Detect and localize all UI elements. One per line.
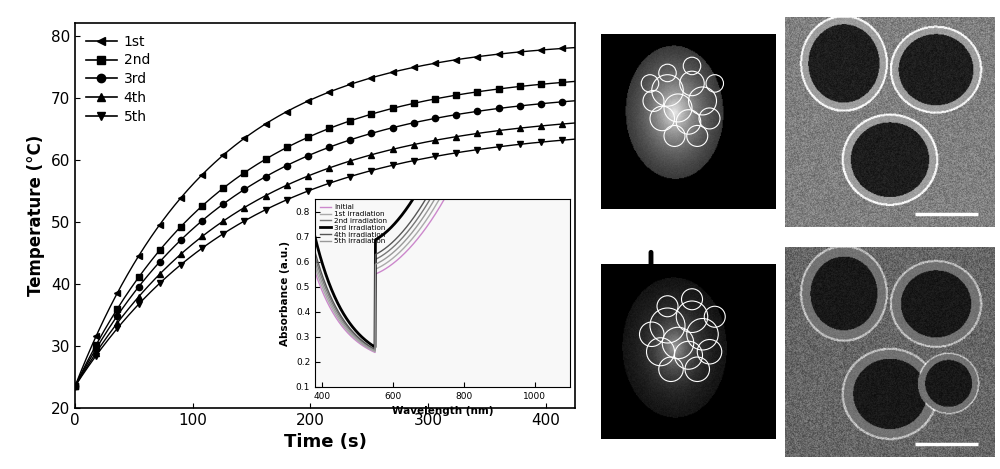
X-axis label: Wavelength (nm): Wavelength (nm) (392, 406, 493, 416)
Line: 1st irradiation: 1st irradiation (315, 0, 570, 352)
Y-axis label: Temperature (°C): Temperature (°C) (27, 135, 45, 296)
4th irradiation (375, 249, 387, 254)
Initial (369, 350, 381, 356)
Legend: Initial, 1st irradiation, 2nd irradiation, 3rd irradiation, 4th irradiation, 5th: Initial, 1st irradiation, 2nd irradiatio… (319, 203, 388, 246)
Initial (375, 269, 387, 274)
3rd irradiation (460, 76, 472, 82)
1st irradiation (354, 340, 366, 346)
2nd irradiation (460, 121, 472, 126)
1st irradiation (369, 349, 381, 355)
5th irradiation (480, 76, 492, 82)
1st irradiation (425, 211, 437, 216)
2nd irradiation (425, 195, 437, 201)
2nd irradiation (309, 254, 321, 260)
Initial (309, 269, 321, 275)
4th irradiation (369, 347, 381, 352)
2nd irradiation (369, 348, 381, 353)
4th irradiation (460, 109, 472, 115)
Line: 5th irradiation: 5th irradiation (315, 0, 570, 351)
5th irradiation (354, 339, 366, 344)
Initial (460, 154, 472, 159)
3rd irradiation (425, 165, 437, 170)
4th irradiation (309, 249, 321, 255)
1st irradiation (309, 264, 321, 270)
3rd irradiation (480, 7, 492, 13)
Line: 2nd irradiation: 2nd irradiation (315, 0, 570, 350)
3rd irradiation (375, 234, 387, 239)
4th irradiation (480, 48, 492, 54)
1st irradiation (501, 17, 513, 23)
1st irradiation (375, 264, 387, 269)
Initial (501, 34, 513, 40)
Y-axis label: Absorbance (a.u.): Absorbance (a.u.) (280, 241, 290, 346)
Line: 3rd irradiation: 3rd irradiation (315, 0, 570, 347)
Line: Initial: Initial (315, 0, 570, 353)
4th irradiation (425, 188, 437, 193)
Legend: 1st, 2nd, 3rd, 4th, 5th: 1st, 2nd, 3rd, 4th, 5th (82, 30, 154, 128)
3rd irradiation (309, 234, 321, 240)
1st irradiation (480, 90, 492, 95)
5th irradiation (309, 259, 321, 265)
2nd irradiation (354, 337, 366, 343)
3rd irradiation (369, 344, 381, 350)
Text: 5 cycle: 5 cycle (852, 271, 928, 290)
3rd irradiation (354, 333, 366, 338)
5th irradiation (460, 132, 472, 137)
5th irradiation (425, 203, 437, 208)
5th irradiation (375, 258, 387, 264)
Text: laser irradiation: laser irradiation (809, 314, 971, 332)
5th irradiation (501, 0, 513, 5)
Initial (425, 218, 437, 224)
5th irradiation (369, 348, 381, 354)
4th irradiation (354, 336, 366, 342)
2nd irradiation (480, 62, 492, 68)
Line: 4th irradiation: 4th irradiation (315, 0, 570, 349)
Initial (354, 341, 366, 347)
Initial (480, 103, 492, 109)
X-axis label: Time (s): Time (s) (284, 433, 366, 452)
1st irradiation (460, 143, 472, 148)
2nd irradiation (375, 254, 387, 259)
